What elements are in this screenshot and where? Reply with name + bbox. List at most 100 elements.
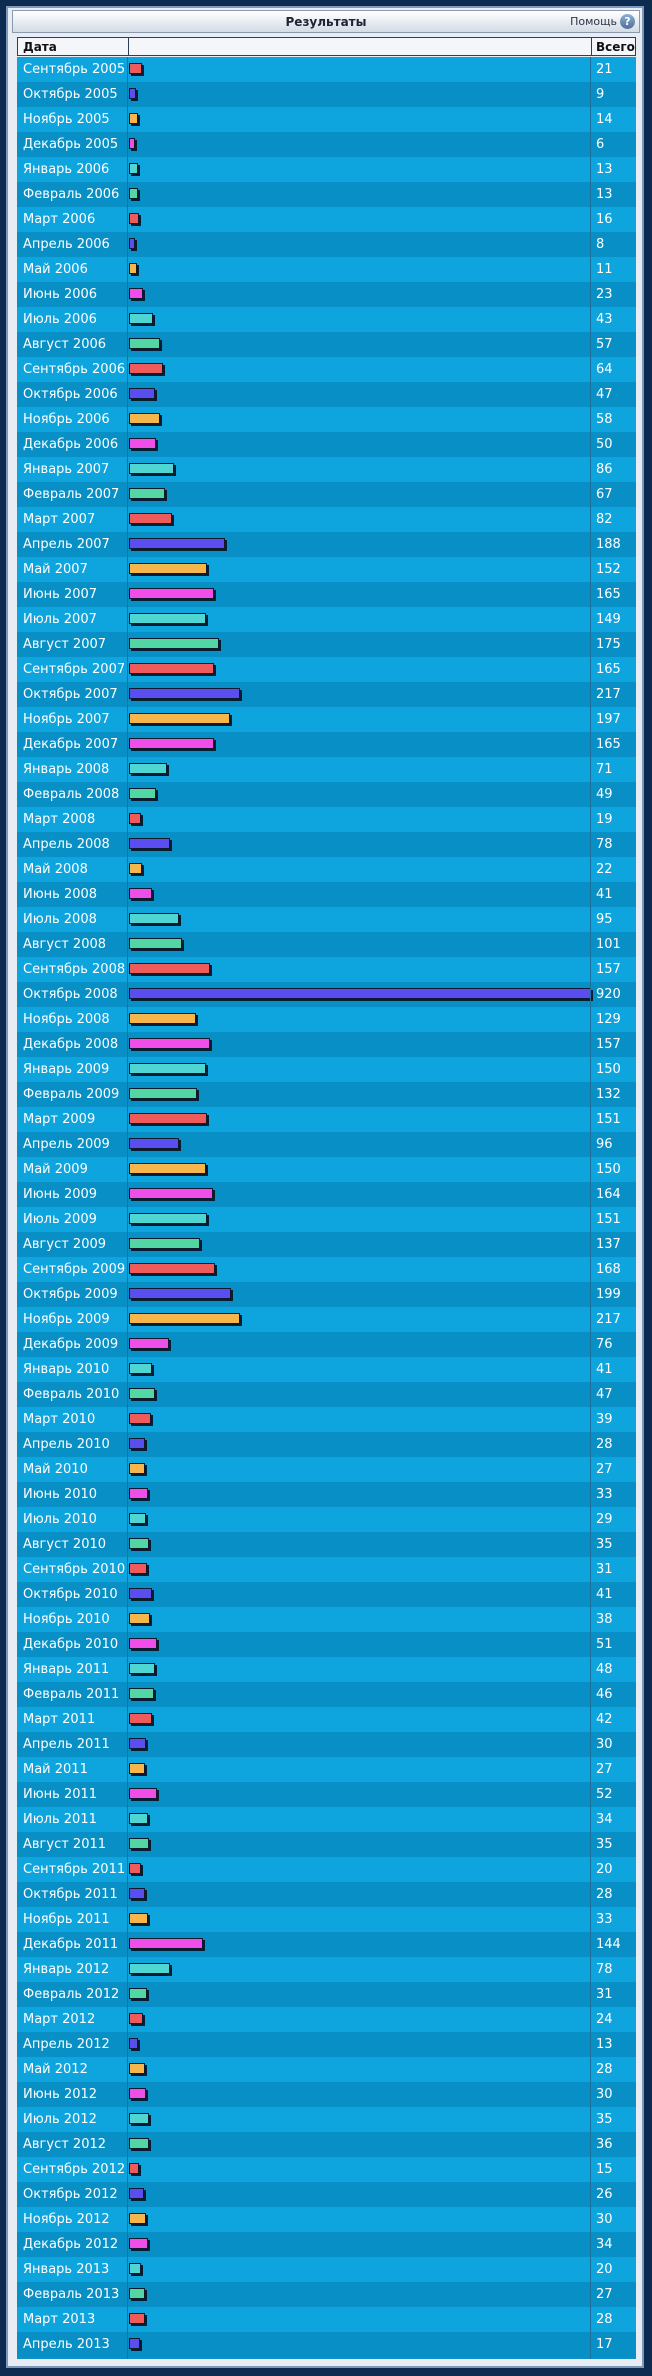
month-label[interactable]: Октябрь 2005 (23, 87, 118, 102)
month-label[interactable]: Март 2013 (23, 2312, 96, 2327)
month-label[interactable]: Май 2008 (23, 862, 88, 877)
month-label[interactable]: Февраль 2009 (23, 1087, 120, 1102)
month-label[interactable]: Декабрь 2010 (23, 1637, 119, 1652)
month-label[interactable]: Апрель 2013 (23, 2337, 110, 2352)
month-label[interactable]: Сентябрь 2011 (23, 1862, 126, 1877)
month-label[interactable]: Сентябрь 2008 (23, 962, 126, 977)
month-label[interactable]: Май 2006 (23, 262, 88, 277)
month-label[interactable]: Июль 2006 (23, 312, 97, 327)
month-label[interactable]: Май 2011 (23, 1762, 88, 1777)
month-label[interactable]: Декабрь 2012 (23, 2237, 119, 2252)
month-label[interactable]: Ноябрь 2012 (23, 2212, 110, 2227)
month-label[interactable]: Август 2012 (23, 2137, 107, 2152)
month-label[interactable]: Август 2009 (23, 1237, 107, 1252)
month-label[interactable]: Июнь 2007 (23, 587, 98, 602)
month-label[interactable]: Май 2010 (23, 1462, 88, 1477)
month-label[interactable]: Январь 2011 (23, 1662, 110, 1677)
month-label[interactable]: Май 2007 (23, 562, 88, 577)
help-button[interactable]: Помощь ? (570, 13, 635, 30)
month-label[interactable]: Февраль 2007 (23, 487, 120, 502)
month-label[interactable]: Октябрь 2007 (23, 687, 118, 702)
month-label[interactable]: Июнь 2011 (23, 1787, 98, 1802)
month-label[interactable]: Январь 2007 (23, 462, 110, 477)
column-divider (127, 57, 128, 2359)
date-column-header[interactable]: Дата (23, 40, 57, 54)
month-label[interactable]: Апрель 2012 (23, 2037, 110, 2052)
month-label[interactable]: Сентябрь 2005 (23, 62, 126, 77)
month-label[interactable]: Июнь 2006 (23, 287, 98, 302)
month-label[interactable]: Январь 2009 (23, 1062, 110, 1077)
month-label[interactable]: Сентябрь 2009 (23, 1262, 126, 1277)
month-label[interactable]: Июнь 2008 (23, 887, 98, 902)
month-label[interactable]: Апрель 2007 (23, 537, 110, 552)
month-label[interactable]: Октябрь 2006 (23, 387, 118, 402)
month-label[interactable]: Февраль 2011 (23, 1687, 120, 1702)
month-label[interactable]: Декабрь 2006 (23, 437, 119, 452)
month-label[interactable]: Август 2010 (23, 1537, 107, 1552)
month-label[interactable]: Июль 2012 (23, 2112, 97, 2127)
value-bar (129, 2113, 149, 2124)
month-label[interactable]: Сентябрь 2012 (23, 2162, 126, 2177)
month-label[interactable]: Ноябрь 2006 (23, 412, 110, 427)
month-label[interactable]: Декабрь 2005 (23, 137, 119, 152)
month-label[interactable]: Март 2012 (23, 2012, 96, 2027)
month-label[interactable]: Август 2011 (23, 1837, 107, 1852)
month-label[interactable]: Август 2008 (23, 937, 107, 952)
month-label[interactable]: Декабрь 2011 (23, 1937, 119, 1952)
month-label[interactable]: Февраль 2010 (23, 1387, 120, 1402)
month-label[interactable]: Июнь 2009 (23, 1187, 98, 1202)
total-value: 29 (596, 1512, 613, 1527)
month-label[interactable]: Сентябрь 2007 (23, 662, 126, 677)
month-label[interactable]: Май 2012 (23, 2062, 88, 2077)
month-label[interactable]: Декабрь 2009 (23, 1337, 119, 1352)
month-label[interactable]: Январь 2013 (23, 2262, 110, 2277)
month-label[interactable]: Июнь 2010 (23, 1487, 98, 1502)
month-label[interactable]: Апрель 2006 (23, 237, 110, 252)
month-label[interactable]: Январь 2006 (23, 162, 110, 177)
month-label[interactable]: Январь 2012 (23, 1962, 110, 1977)
month-label[interactable]: Август 2007 (23, 637, 107, 652)
month-label[interactable]: Июль 2009 (23, 1212, 97, 1227)
month-label[interactable]: Март 2008 (23, 812, 96, 827)
month-label[interactable]: Июль 2011 (23, 1812, 97, 1827)
month-label[interactable]: Апрель 2010 (23, 1437, 110, 1452)
month-label[interactable]: Апрель 2011 (23, 1737, 110, 1752)
month-label[interactable]: Июнь 2012 (23, 2087, 98, 2102)
month-label[interactable]: Июль 2007 (23, 612, 97, 627)
month-label[interactable]: Сентябрь 2006 (23, 362, 126, 377)
table-row: Октябрь 2009 199 (17, 1282, 636, 1307)
month-label[interactable]: Октябрь 2011 (23, 1887, 118, 1902)
month-label[interactable]: Октябрь 2010 (23, 1587, 118, 1602)
month-label[interactable]: Ноябрь 2007 (23, 712, 110, 727)
month-label[interactable]: Июль 2008 (23, 912, 97, 927)
month-label[interactable]: Январь 2010 (23, 1362, 110, 1377)
month-label[interactable]: Март 2011 (23, 1712, 96, 1727)
month-label[interactable]: Август 2006 (23, 337, 107, 352)
table-row: Ноябрь 2008 129 (17, 1007, 636, 1032)
month-label[interactable]: Октябрь 2012 (23, 2187, 118, 2202)
month-label[interactable]: Апрель 2009 (23, 1137, 110, 1152)
month-label[interactable]: Декабрь 2008 (23, 1037, 119, 1052)
month-label[interactable]: Март 2006 (23, 212, 96, 227)
month-label[interactable]: Июль 2010 (23, 1512, 97, 1527)
month-label[interactable]: Май 2009 (23, 1162, 88, 1177)
month-label[interactable]: Сентябрь 2010 (23, 1562, 126, 1577)
month-label[interactable]: Март 2009 (23, 1112, 96, 1127)
month-label[interactable]: Декабрь 2007 (23, 737, 119, 752)
month-label[interactable]: Октябрь 2009 (23, 1287, 118, 1302)
month-label[interactable]: Апрель 2008 (23, 837, 110, 852)
month-label[interactable]: Октябрь 2008 (23, 987, 118, 1002)
month-label[interactable]: Февраль 2013 (23, 2287, 120, 2302)
month-label[interactable]: Январь 2008 (23, 762, 110, 777)
month-label[interactable]: Февраль 2006 (23, 187, 120, 202)
month-label[interactable]: Март 2010 (23, 1412, 96, 1427)
total-column-header[interactable]: Всего (596, 40, 635, 54)
month-label[interactable]: Ноябрь 2009 (23, 1312, 110, 1327)
month-label[interactable]: Ноябрь 2011 (23, 1912, 110, 1927)
month-label[interactable]: Март 2007 (23, 512, 96, 527)
month-label[interactable]: Февраль 2012 (23, 1987, 120, 2002)
month-label[interactable]: Февраль 2008 (23, 787, 120, 802)
month-label[interactable]: Ноябрь 2010 (23, 1612, 110, 1627)
month-label[interactable]: Ноябрь 2005 (23, 112, 110, 127)
month-label[interactable]: Ноябрь 2008 (23, 1012, 110, 1027)
